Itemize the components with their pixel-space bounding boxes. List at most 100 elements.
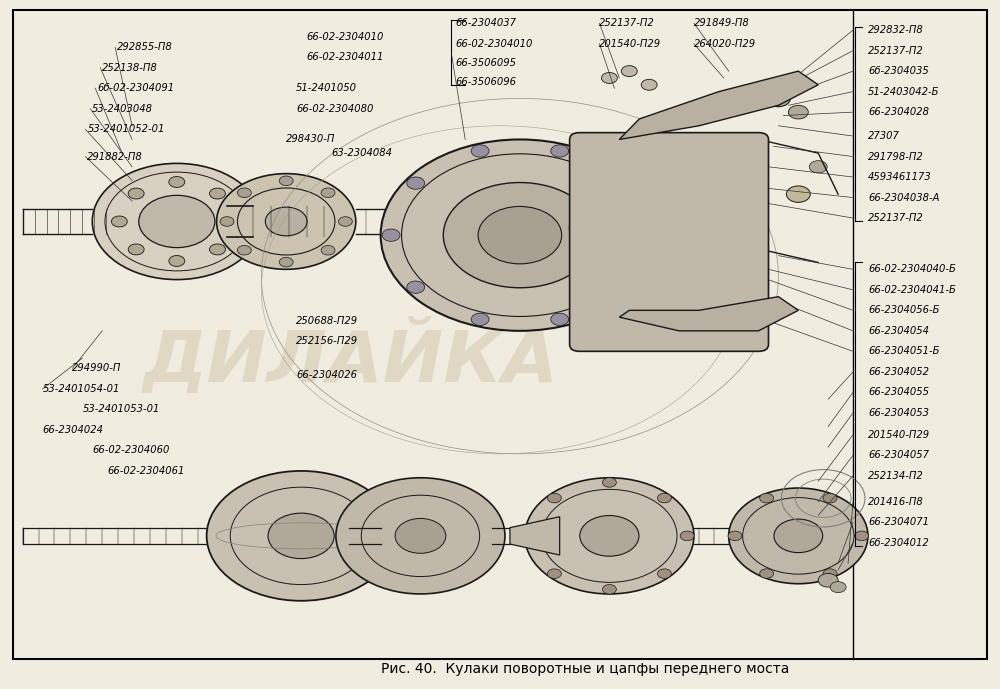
Text: 66-02-2304010: 66-02-2304010 <box>306 32 383 42</box>
Text: 66-2304071: 66-2304071 <box>868 517 929 527</box>
Circle shape <box>657 569 671 579</box>
Circle shape <box>111 216 127 227</box>
Circle shape <box>265 207 307 236</box>
Circle shape <box>209 244 225 255</box>
Text: 6б-2304035: 6б-2304035 <box>868 66 929 76</box>
Text: 66-2304024: 66-2304024 <box>43 425 104 435</box>
Circle shape <box>602 477 616 487</box>
Circle shape <box>728 531 742 541</box>
Text: 66-2304053: 66-2304053 <box>868 408 929 418</box>
Circle shape <box>786 186 810 203</box>
Circle shape <box>767 90 790 107</box>
Circle shape <box>823 569 837 578</box>
Circle shape <box>471 313 489 325</box>
Circle shape <box>220 217 234 226</box>
Text: 66-2304028: 66-2304028 <box>868 107 929 117</box>
Circle shape <box>615 281 633 294</box>
Circle shape <box>640 229 658 241</box>
Text: 264020-П29: 264020-П29 <box>694 39 756 49</box>
Text: 291798-П2: 291798-П2 <box>868 152 924 161</box>
Circle shape <box>609 212 659 245</box>
Circle shape <box>338 217 352 226</box>
Circle shape <box>525 531 539 541</box>
Circle shape <box>580 515 639 556</box>
Circle shape <box>443 183 596 288</box>
Circle shape <box>226 216 242 227</box>
Text: 66-3506096: 66-3506096 <box>455 77 516 87</box>
Text: 252138-П8: 252138-П8 <box>102 63 158 73</box>
Circle shape <box>207 471 396 601</box>
Circle shape <box>525 477 694 594</box>
Text: 66-3506095: 66-3506095 <box>455 58 516 68</box>
Text: 298430-П: 298430-П <box>286 134 336 145</box>
Text: 201416-П8: 201416-П8 <box>868 497 924 506</box>
Circle shape <box>478 207 562 264</box>
Circle shape <box>407 281 425 294</box>
Circle shape <box>809 161 827 173</box>
Text: 66-2304026: 66-2304026 <box>296 370 357 380</box>
Text: 294990-П: 294990-П <box>72 363 122 373</box>
Text: 66-02-2304011: 66-02-2304011 <box>306 52 383 63</box>
Circle shape <box>321 245 335 255</box>
Polygon shape <box>619 71 818 139</box>
Circle shape <box>788 105 808 119</box>
Text: 66-2304056-Б: 66-2304056-Б <box>868 305 939 316</box>
Circle shape <box>471 145 489 157</box>
Text: 66-02-2304041-Б: 66-02-2304041-Б <box>868 285 956 295</box>
Text: 292832-П8: 292832-П8 <box>868 25 924 35</box>
Text: 53-2403048: 53-2403048 <box>92 104 153 114</box>
Text: 252137-П2: 252137-П2 <box>599 19 655 28</box>
Text: 51-2403042-Б: 51-2403042-Б <box>868 87 939 96</box>
Circle shape <box>823 493 837 503</box>
Circle shape <box>382 229 400 241</box>
Circle shape <box>336 477 505 594</box>
Text: 4593461173: 4593461173 <box>868 172 932 182</box>
Circle shape <box>680 531 694 541</box>
Circle shape <box>601 72 617 83</box>
Text: 66-2304038-А: 66-2304038-А <box>868 192 939 203</box>
Circle shape <box>830 582 846 593</box>
Polygon shape <box>619 297 798 331</box>
Circle shape <box>217 174 356 269</box>
Text: 6б-02-2304091: 6б-02-2304091 <box>97 83 174 93</box>
Circle shape <box>407 177 425 189</box>
Circle shape <box>279 176 293 185</box>
Text: 66-2304055: 66-2304055 <box>868 387 929 398</box>
Text: 53-2401053-01: 53-2401053-01 <box>82 404 160 414</box>
Circle shape <box>551 313 569 325</box>
Circle shape <box>237 188 251 198</box>
Circle shape <box>570 184 699 273</box>
Text: 66-02-2304040-Б: 66-02-2304040-Б <box>868 265 956 274</box>
Circle shape <box>760 569 774 578</box>
Text: 292855-П8: 292855-П8 <box>117 42 173 52</box>
Circle shape <box>395 518 446 553</box>
Circle shape <box>729 488 868 584</box>
Circle shape <box>237 245 251 255</box>
Text: 252156-П29: 252156-П29 <box>296 336 358 346</box>
Circle shape <box>139 196 215 247</box>
Circle shape <box>615 177 633 189</box>
Circle shape <box>818 573 838 587</box>
Circle shape <box>641 79 657 90</box>
Text: ДИЛАЙКА: ДИЛАЙКА <box>143 320 559 397</box>
Circle shape <box>321 188 335 198</box>
Circle shape <box>279 258 293 267</box>
Text: 291882-П8: 291882-П8 <box>87 152 143 161</box>
Circle shape <box>169 256 185 267</box>
Text: 201540-П29: 201540-П29 <box>868 430 930 440</box>
Text: 252137-П2: 252137-П2 <box>868 45 924 56</box>
Circle shape <box>551 145 569 157</box>
Text: Рис. 40.  Кулаки поворотные и цапфы переднего моста: Рис. 40. Кулаки поворотные и цапфы перед… <box>381 662 789 676</box>
Circle shape <box>547 493 561 503</box>
Text: 66-02-2304080: 66-02-2304080 <box>296 104 374 114</box>
Circle shape <box>774 519 823 553</box>
Circle shape <box>209 188 225 199</box>
Circle shape <box>657 493 671 503</box>
Text: 66-2304037: 66-2304037 <box>455 19 516 28</box>
Circle shape <box>855 531 869 541</box>
FancyBboxPatch shape <box>570 132 768 351</box>
Text: 66-02-2304010: 66-02-2304010 <box>455 39 533 49</box>
Text: 66-2304057: 66-2304057 <box>868 450 929 460</box>
Circle shape <box>268 513 334 559</box>
Text: 252137-П2: 252137-П2 <box>868 213 924 223</box>
